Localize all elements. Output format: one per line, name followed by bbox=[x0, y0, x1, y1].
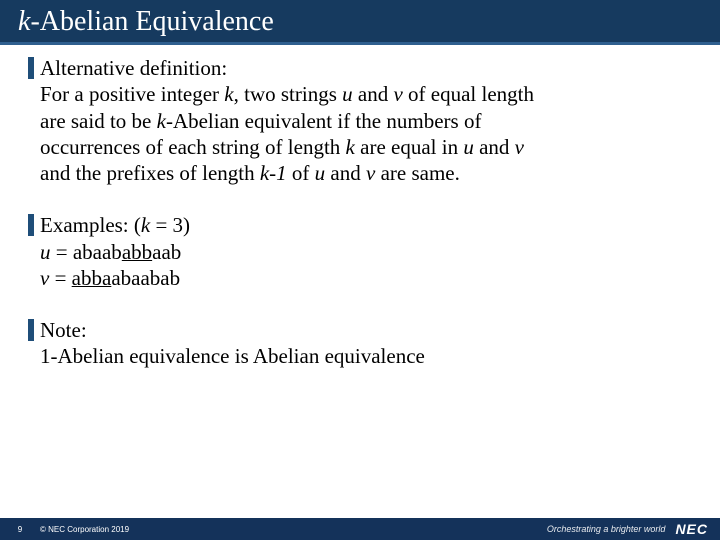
ex-heading-text: = 3) bbox=[150, 213, 190, 237]
def-text: , two strings bbox=[234, 82, 343, 106]
def-text: are said to be bbox=[40, 109, 157, 133]
def-text: For a positive integer bbox=[40, 82, 224, 106]
accent-bar-icon bbox=[28, 57, 34, 79]
slide: k-Abelian Equivalence Alternative defini… bbox=[0, 0, 720, 540]
note-block: Note: 1-Abelian equivalence is Abelian e… bbox=[28, 317, 692, 370]
def-u: u bbox=[315, 161, 326, 185]
def-text: and bbox=[325, 161, 366, 185]
content-area: Alternative definition: For a positive i… bbox=[0, 45, 720, 540]
ex-u-value: = abaab bbox=[51, 240, 122, 264]
examples-block: Examples: (k = 3) u = abaababbaab v = ab… bbox=[28, 212, 692, 291]
title-bar: k-Abelian Equivalence bbox=[0, 0, 720, 45]
def-text: and bbox=[474, 135, 515, 159]
def-v: v bbox=[393, 82, 402, 106]
title-rest: -Abelian Equivalence bbox=[30, 6, 273, 37]
ex-k: k bbox=[141, 213, 150, 237]
ex-u-underlined: abb bbox=[122, 240, 152, 264]
examples-heading: Examples: (k = 3) bbox=[40, 212, 692, 238]
title-k-italic: k bbox=[18, 6, 30, 37]
accent-bar-icon bbox=[28, 319, 34, 341]
examples-body: u = abaababbaab v = abbaabaabab bbox=[40, 239, 692, 292]
def-k: k bbox=[157, 109, 166, 133]
note-body: 1-Abelian equivalence is Abelian equival… bbox=[40, 343, 692, 369]
ex-v-label: v bbox=[40, 266, 49, 290]
ex-heading-text: Examples: ( bbox=[40, 213, 141, 237]
def-text: are equal in bbox=[355, 135, 463, 159]
page-number: 9 bbox=[0, 525, 40, 534]
def-text: and the prefixes of length bbox=[40, 161, 260, 185]
note-heading: Note: bbox=[40, 317, 692, 343]
def-v: v bbox=[515, 135, 524, 159]
def-text: of equal length bbox=[403, 82, 534, 106]
copyright-text: © NEC Corporation 2019 bbox=[40, 525, 129, 534]
definition-body: For a positive integer k, two strings u … bbox=[40, 81, 692, 186]
ex-v-value: abaabab bbox=[111, 266, 180, 290]
def-text: -Abelian equivalent if the numbers of bbox=[166, 109, 481, 133]
ex-u-value: aab bbox=[152, 240, 181, 264]
def-v: v bbox=[366, 161, 375, 185]
ex-v-value: = bbox=[49, 266, 71, 290]
ex-u-label: u bbox=[40, 240, 51, 264]
accent-bar-icon bbox=[28, 214, 34, 236]
footer-tagline: Orchestrating a brighter world bbox=[547, 524, 666, 534]
definition-heading: Alternative definition: bbox=[40, 55, 692, 81]
definition-block: Alternative definition: For a positive i… bbox=[28, 55, 692, 186]
def-k: k bbox=[346, 135, 355, 159]
footer-bar: 9 © NEC Corporation 2019 Orchestrating a… bbox=[0, 518, 720, 540]
slide-title: k-Abelian Equivalence bbox=[18, 6, 702, 38]
ex-v-underlined: abba bbox=[72, 266, 112, 290]
def-k-minus-1: k-1 bbox=[260, 161, 287, 185]
def-k: k bbox=[224, 82, 233, 106]
def-u: u bbox=[463, 135, 474, 159]
def-text: of bbox=[287, 161, 315, 185]
def-text: and bbox=[353, 82, 394, 106]
def-u: u bbox=[342, 82, 353, 106]
def-text: are same. bbox=[375, 161, 460, 185]
nec-logo: NEC bbox=[675, 521, 708, 537]
def-text: occurrences of each string of length bbox=[40, 135, 346, 159]
